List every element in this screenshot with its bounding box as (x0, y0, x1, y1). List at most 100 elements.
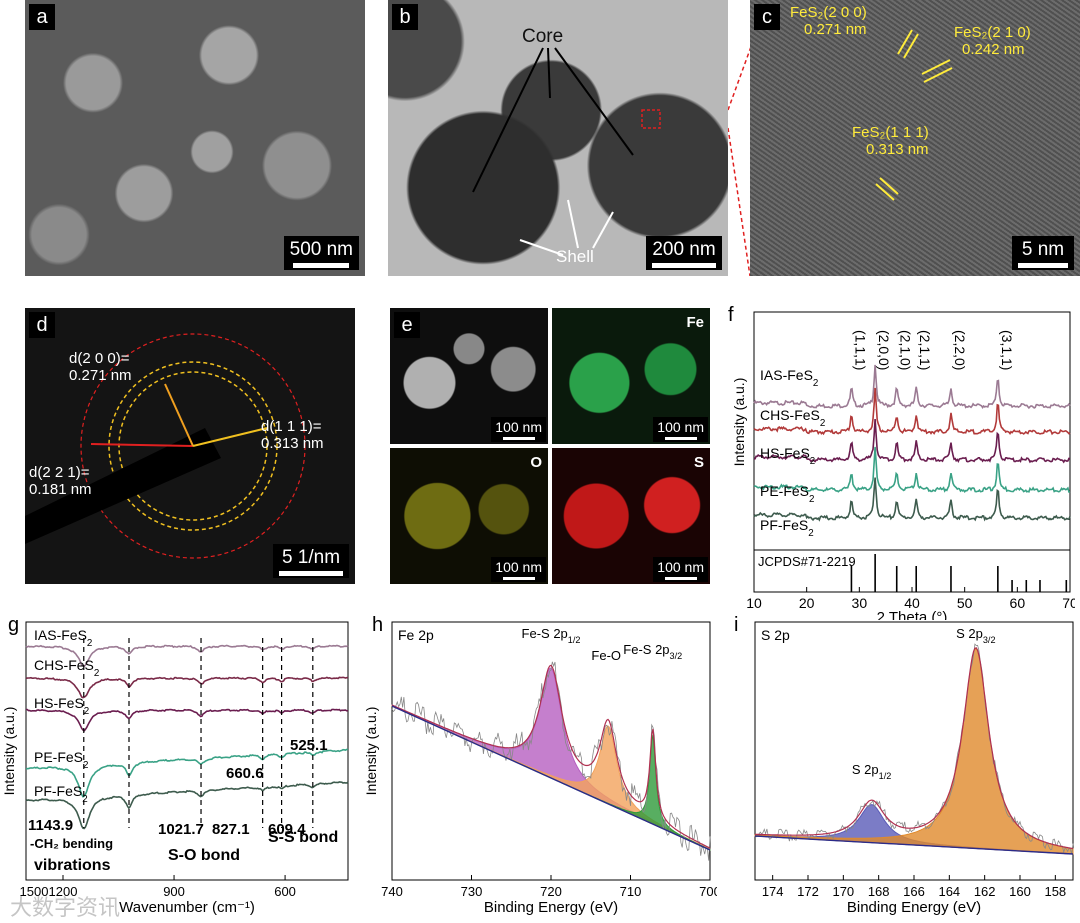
panel-label-a: a (29, 4, 55, 30)
s2p-x-tick-label: 164 (938, 884, 960, 899)
s2p-x-tick-label: 158 (1044, 884, 1066, 899)
scale-bar-a: 500 nm (283, 236, 359, 270)
fe2p-title: Fe 2p (398, 627, 434, 643)
fringe-210-plane: FeS₂(2 1 0) (954, 24, 1031, 41)
xrd-peak-label: (2,1,1) (917, 330, 933, 370)
xrd-y-axis-label: Intensity (a.u.) (731, 378, 747, 467)
xrd-series-line (753, 364, 1071, 410)
xrd-x-axis-label: 2 Theta (°) (877, 609, 948, 620)
o-map-label: O (530, 454, 542, 471)
s2p-component-label: S 2p3/2 (956, 626, 995, 645)
o-map: O 100 nm (390, 448, 548, 584)
xrd-x-tick-label: 70 (1062, 595, 1075, 611)
ftir-plot-frame (25, 621, 349, 881)
xrd-peak-label: (2,2,0) (952, 330, 968, 370)
ring-111-index: d(1 1 1)= (261, 418, 322, 435)
panel-label-h: h (372, 614, 384, 636)
xrd-series-label: HS-FeS2 (760, 445, 815, 467)
ftir-x-tick-label: 1500 (20, 884, 49, 899)
scale-bar-e4: 100 nm (653, 557, 708, 582)
scale-bar-e2-text: 100 nm (657, 419, 704, 435)
panel-label-c: c (754, 4, 780, 30)
fe2p-x-axis-label: Binding Energy (eV) (484, 899, 618, 916)
ftir-x-tick-label: 600 (274, 884, 296, 899)
ftir-x-tick-label: 1200 (49, 884, 78, 899)
watermark: 大数字资讯 (10, 895, 121, 920)
ftir-band-value: 525.1 (290, 737, 328, 754)
fringe-200-spacing: 0.271 nm (804, 21, 867, 38)
haadf-map: e 100 nm (390, 308, 548, 444)
fringe-210-spacing: 0.242 nm (962, 41, 1025, 58)
ftir-chart: 1500 1200 900 600 Wavenumber (cm⁻¹) Intensity… (1, 621, 349, 916)
ftir-series-label: PF-FeS2 (34, 783, 88, 805)
ftir-series-line (25, 676, 349, 699)
scale-bar-e3-text: 100 nm (495, 559, 542, 575)
ring-111-spacing: 0.313 nm (261, 435, 324, 452)
scale-bar-b: 200 nm (646, 236, 722, 270)
panel-label-g: g (8, 614, 20, 636)
ftir-series-line (26, 708, 349, 732)
fe2p-raw-data (391, 661, 711, 861)
fringe-210-label: FeS₂(2 1 0) 0.242 nm (954, 24, 1031, 58)
xrd-series-line (753, 418, 1070, 464)
s2p-component-area (754, 648, 1074, 855)
scale-bar-c-text: 5 nm (1021, 239, 1065, 260)
fe2p-x-tick-label: 730 (461, 884, 483, 899)
ftir-series-label: PE-FeS2 (34, 749, 88, 771)
s2p-x-tick-label: 174 (762, 884, 784, 899)
xrd-series-label: PF-FeS2 (760, 517, 814, 539)
fringe-200-plane: FeS₂(2 0 0) (790, 4, 867, 21)
core-label: Core (522, 26, 564, 47)
scale-bar-b-text: 200 nm (652, 239, 716, 260)
ftir-annotation: vibrations (34, 857, 111, 874)
ring-200-index: d(2 0 0)= (69, 350, 130, 367)
xrd-series-label: IAS-FeS2 (760, 367, 818, 389)
scale-bar-d: 5 1/nm (273, 544, 349, 578)
xrd-x-tick-label: 10 (746, 595, 762, 611)
hrtem-image-panel-c: c FeS₂(2 0 0) 0.271 nm FeS₂(2 1 0) 0.242… (750, 0, 1080, 276)
scale-bar-e3: 100 nm (491, 557, 546, 582)
diffraction-rings (25, 333, 306, 559)
panel-label-f: f (728, 304, 734, 326)
s2p-component-label: S 2p1/2 (852, 762, 891, 781)
core-shell-arrows (472, 47, 661, 256)
s2p-x-tick-label: 170 (832, 884, 854, 899)
xrd-chart: 10 20 30 40 50 60 70 2 Theta (°) Intensity (a.u.… (731, 311, 1075, 620)
xrd-series-label: CHS-FeS2 (760, 407, 825, 429)
eds-maps-panel-e: e 100 nm Fe 100 nm O 100 nm S 100 nm (390, 308, 710, 584)
xrd-series-line (753, 387, 1071, 436)
ftir-band-value: 1021.7 (158, 821, 204, 838)
ring-200-spacing: 0.271 nm (69, 367, 132, 384)
fringe-200-label: FeS₂(2 0 0) 0.271 nm (790, 4, 867, 38)
ftir-band-value: 609.4 (268, 821, 306, 838)
s2p-x-tick-label: 162 (974, 884, 996, 899)
fe2p-x-tick-label: 720 (540, 884, 562, 899)
fe-map: Fe 100 nm (552, 308, 710, 444)
fringe-111-spacing: 0.313 nm (866, 141, 929, 158)
ring-221-label: d(2 2 1)= 0.181 nm (29, 464, 92, 498)
xrd-reference-label: JCPDS#71-2219 (758, 554, 856, 569)
xrd-x-tick-label: 40 (904, 595, 920, 611)
panel-label-e: e (394, 312, 420, 338)
ftir-series-line (26, 748, 349, 798)
shell-label: Shell (556, 247, 594, 266)
xrd-x-tick-label: 30 (852, 595, 868, 611)
xrd-x-tick-label: 20 (799, 595, 815, 611)
fe2p-background (391, 705, 711, 851)
scale-bar-c: 5 nm (1012, 236, 1074, 270)
fringe-111-label: FeS₂(1 1 1) 0.313 nm (852, 124, 929, 158)
s2p-xps-chart: 174 172 170 168 166 164 162 160 158 Binding Energ… (754, 621, 1074, 916)
s2p-x-tick-label: 166 (903, 884, 925, 899)
scale-bar-d-text: 5 1/nm (281, 547, 341, 568)
fe2p-component-label: Fe-S 2p1/2 (522, 626, 581, 645)
scale-bar-e2: 100 nm (653, 417, 708, 442)
ftir-series-line (25, 644, 349, 668)
xrd-peak-label: (3,1,1) (999, 330, 1015, 370)
xrd-series-line (753, 477, 1071, 522)
fe2p-y-axis-label: Intensity (a.u.) (363, 707, 379, 796)
saed-pattern-panel-d: d d(2 0 0)= 0.271 nm d(1 1 1)= 0.313 nm … (25, 308, 355, 584)
ftir-x-tick-label: 900 (163, 884, 185, 899)
ring-200-label: d(2 0 0)= 0.271 nm (69, 350, 132, 384)
ring-221-index: d(2 2 1)= (29, 464, 90, 481)
s2p-fit-envelope (755, 647, 1074, 850)
